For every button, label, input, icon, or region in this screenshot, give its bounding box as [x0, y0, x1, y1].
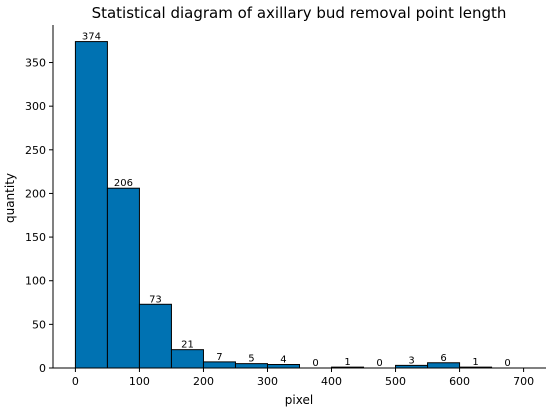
bar-value-label: 206: [114, 178, 133, 189]
x-tick-label: 600: [449, 375, 470, 388]
bar-value-label: 7: [216, 352, 222, 363]
y-tick-label: 100: [25, 275, 46, 288]
bar-value-label: 5: [248, 354, 254, 365]
histogram-bar: [74, 41, 108, 369]
bar-value-label: 0: [504, 358, 510, 369]
y-tick-label: 0: [39, 362, 46, 375]
histogram-bar: [106, 187, 140, 369]
bar-value-label: 6: [440, 353, 446, 364]
y-tick-label: 300: [25, 100, 46, 113]
chart-title: Statistical diagram of axillary bud remo…: [92, 4, 507, 22]
x-tick-label: 300: [257, 375, 278, 388]
y-tick-label: 150: [25, 231, 46, 244]
bar-value-label: 374: [82, 32, 101, 43]
x-tick-label: 100: [129, 375, 150, 388]
x-tick-label: 0: [72, 375, 79, 388]
x-tick-label: 700: [513, 375, 534, 388]
bar-value-label: 0: [376, 358, 382, 369]
y-tick-label: 350: [25, 57, 46, 70]
bar-value-label: 0: [312, 358, 318, 369]
bars-group: [74, 41, 493, 369]
x-tick-label: 200: [193, 375, 214, 388]
x-tick-label: 400: [321, 375, 342, 388]
y-axis: 0 50 100 150 200 250 300 350: [25, 25, 54, 375]
bar-value-label: 3: [408, 355, 414, 366]
bar-value-label: 73: [149, 294, 162, 305]
y-tick-label: 250: [25, 144, 46, 157]
bar-value-label: 1: [472, 357, 478, 368]
data-labels-group: 374 206 73 21 7 5 4 0 1 0 3 6 1 0: [82, 32, 511, 369]
y-tick-label: 200: [25, 187, 46, 200]
bar-value-label: 4: [280, 355, 286, 366]
y-axis-label: quantity: [3, 173, 17, 223]
bar-value-label: 21: [181, 340, 194, 351]
y-tick-label: 50: [32, 318, 46, 331]
x-axis: 0 100 200 300 400 500 600 700: [53, 367, 546, 388]
x-tick-label: 500: [385, 375, 406, 388]
histogram-bar: [170, 349, 204, 369]
bar-value-label: 1: [344, 357, 350, 368]
histogram-bar: [138, 303, 172, 369]
x-axis-label: pixel: [285, 393, 313, 407]
